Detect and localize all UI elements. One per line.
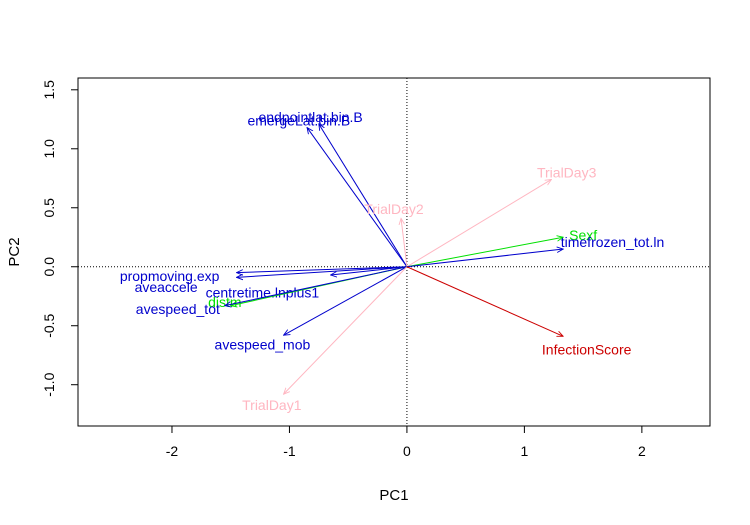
y-axis-title: PC2 <box>6 237 23 266</box>
vector-label-trialday3: TrialDay3 <box>537 164 597 180</box>
x-tick-label: 0 <box>403 443 411 459</box>
y-tick-label: 0.0 <box>41 257 57 277</box>
vector-arrow-aveaccele <box>237 266 407 278</box>
vector-arrow-trialday1 <box>284 266 408 394</box>
vector-arrow-avespeed-mob <box>284 266 408 335</box>
vector-arrow-emergelat-bin-b <box>307 128 408 268</box>
vector-label-avespeed-mob: avespeed_mob <box>215 337 311 353</box>
y-tick-label: 0.5 <box>41 198 57 218</box>
plot-frame <box>77 77 711 427</box>
y-tick-label: 1.0 <box>41 139 57 159</box>
x-tick-label: 2 <box>638 443 646 459</box>
vector-label-propmoving-exp: propmoving.exp <box>120 268 220 284</box>
y-axis: -1.0 -0.5 0.0 0.5 1.0 1.5 <box>41 80 78 397</box>
vector-label-aveaccele: aveaccele <box>135 279 198 295</box>
vector-label-avespeed-tot: avespeed_tot <box>136 301 220 317</box>
y-tick-label: 1.5 <box>41 80 57 100</box>
vector-arrow-infectionscore <box>406 266 563 337</box>
x-tick-label: -2 <box>166 443 179 459</box>
vector-arrow-propmoving-exp <box>237 266 407 273</box>
x-tick-label: -1 <box>283 443 296 459</box>
vector-arrow-endpointlat-bin-b <box>319 124 408 268</box>
vector-label-trialday1: TrialDay1 <box>242 397 302 413</box>
vector-arrow-trialday2 <box>401 218 408 267</box>
x-tick-label: 1 <box>520 443 528 459</box>
vector-arrow-centretime-lnplus1 <box>331 266 407 275</box>
vector-arrow-avespeed-tot <box>225 266 408 306</box>
vector-arrow-timefrozen-tot-ln <box>406 249 563 268</box>
x-axis-title: PC1 <box>379 487 408 504</box>
vector-label-emergelat-bin-b: emergeLat.bin.B <box>247 112 350 128</box>
vector-arrow-trialday3 <box>406 179 551 268</box>
x-axis: -2 -1 0 1 2 <box>166 426 646 459</box>
vector-label-sexf: Sexf <box>569 227 597 243</box>
y-tick-label: -0.5 <box>41 313 57 337</box>
vector-label-trialday2: TrialDay2 <box>364 201 424 217</box>
vector-arrow-sexf <box>406 237 563 268</box>
y-tick-label: -1.0 <box>41 372 57 396</box>
vector-label-centretime-lnplus1: centretime.lnplus1 <box>206 285 320 301</box>
vector-label-timefrozen-tot-ln: timefrozen_tot.ln <box>561 234 665 250</box>
vector-label-endpointlat-bin-b: endpointlat.bin.B <box>258 109 362 125</box>
vector-label-infectionscore: InfectionScore <box>542 341 632 357</box>
